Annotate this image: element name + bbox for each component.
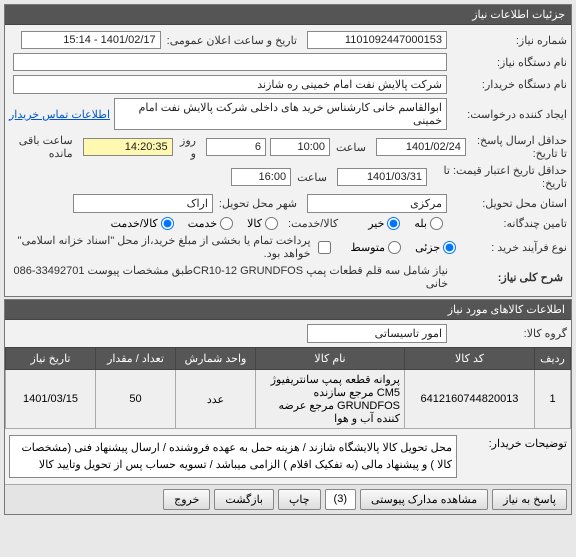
medium-text: متوسط [351, 241, 386, 254]
validity-label: حداقل تاریخ اعتبار قیمت: تا تاریخ: [427, 164, 567, 190]
buyer-label: نام دستگاه خریدار: [447, 78, 567, 91]
creator-value: ابوالقاسم خانی کارشناس خرید های داخلی شر… [114, 98, 447, 130]
need-desc-label: شرح کلی نیاز: [452, 267, 567, 288]
th-name: نام کالا [256, 348, 405, 370]
multi-no-radio[interactable] [387, 217, 400, 230]
city-value: اراک [73, 194, 213, 213]
goods-service-option[interactable]: کالا/خدمت [111, 217, 174, 230]
validity-date: 1401/03/31 [337, 168, 427, 186]
goods-service-label: کالا/خدمت: [282, 217, 368, 230]
multi-no-option[interactable]: خیر [368, 217, 400, 230]
cell-date: 1401/03/15 [6, 370, 96, 429]
need-number-value: 1101092447000153 [307, 31, 447, 49]
goods-service-radio[interactable] [161, 217, 174, 230]
payment-note-item[interactable]: پرداخت تمام یا بخشی از مبلغ خرید،از محل … [9, 234, 351, 260]
multi-supplier-label: تامین چندگانه: [447, 217, 567, 230]
attachments-button[interactable]: مشاهده مدارک پیوستی [360, 489, 488, 510]
buyer-notes-text: محل تحویل کالا پالایشگاه شازند / هزینه ح… [9, 435, 457, 478]
device-label: نام دستگاه نیاز: [447, 56, 567, 69]
deadline-label: حداقل ارسال پاسخ: تا تاریخ: [466, 134, 567, 160]
service-option[interactable]: خدمت [188, 217, 233, 230]
cell-idx: 1 [535, 370, 571, 429]
buy-process-label: نوع فرآیند خرید : [460, 241, 567, 254]
province-label: استان محل تحویل: [447, 197, 567, 210]
exit-button[interactable]: خروج [163, 489, 210, 510]
partial-radio[interactable] [443, 241, 456, 254]
yes-label: بله [414, 217, 427, 230]
city-label: شهر محل تحویل: [213, 197, 303, 210]
province-value: مرکزی [307, 194, 447, 213]
partial-text: جزئی [415, 241, 440, 254]
cell-qty: 50 [96, 370, 176, 429]
need-desc: نیاز شامل سه قلم قطعات پمپ CR10-12 GRUND… [9, 264, 452, 290]
announce-value: 1401/02/17 - 15:14 [21, 31, 161, 49]
back-button[interactable]: بازگشت [214, 489, 274, 510]
group-section-title: اطلاعات کالاهای مورد نیاز [5, 300, 571, 320]
th-code: کد کالا [405, 348, 535, 370]
items-table: ردیف کد کالا نام کالا واحد شمارش تعداد /… [5, 347, 571, 429]
group-value: امور تاسیساتی [307, 324, 447, 343]
buyer-notes-label: توضیحات خریدار: [457, 435, 567, 450]
service-text: خدمت [188, 217, 217, 230]
multi-yes-option[interactable]: بله [414, 217, 443, 230]
goods-option[interactable]: کالا [247, 217, 278, 230]
validity-time: 16:00 [231, 168, 291, 186]
validity-time-label: ساعت [291, 171, 333, 184]
th-date: تاریخ نیاز [6, 348, 96, 370]
multi-yes-radio[interactable] [430, 217, 443, 230]
time-remain: 14:20:35 [83, 138, 173, 156]
table-row: 1 6412160744820013 پروانه قطعه پمپ سانتر… [6, 370, 571, 429]
cell-name: پروانه قطعه پمپ سانتریفیوژ CM5 مرجع سازن… [256, 370, 405, 429]
payment-checkbox[interactable] [318, 241, 331, 254]
th-qty: تعداد / مقدار [96, 348, 176, 370]
service-radio[interactable] [220, 217, 233, 230]
group-label: گروه کالا: [447, 327, 567, 340]
print-button[interactable]: چاپ [278, 489, 321, 510]
deadline-time-label: ساعت [330, 141, 372, 154]
contact-link[interactable]: اطلاعات تماس خریدار [9, 108, 110, 121]
remain-label: ساعت باقی مانده [9, 134, 79, 160]
days-remain: 6 [206, 138, 266, 156]
days-label: روز و [173, 134, 202, 160]
goods-text: کالا [247, 217, 262, 230]
buyer-value: شرکت پالایش نفت امام خمینی ره شازند [13, 75, 447, 94]
medium-option[interactable]: متوسط [351, 241, 402, 254]
device-value [13, 53, 447, 71]
cell-code: 6412160744820013 [405, 370, 535, 429]
need-number-label: شماره نیاز: [447, 34, 567, 47]
th-unit: واحد شمارش [176, 348, 256, 370]
th-idx: ردیف [535, 348, 571, 370]
medium-radio[interactable] [388, 241, 401, 254]
no-label: خیر [368, 217, 384, 230]
deadline-date: 1401/02/24 [376, 138, 466, 156]
reply-button[interactable]: پاسخ به نیاز [492, 489, 567, 510]
attachments-count: (3) [325, 489, 356, 510]
payment-note: پرداخت تمام یا بخشی از مبلغ خرید،از محل … [9, 234, 315, 260]
goods-radio[interactable] [265, 217, 278, 230]
main-header: جزئیات اطلاعات نیاز [5, 5, 571, 25]
cell-unit: عدد [176, 370, 256, 429]
goods-service-text: کالا/خدمت [111, 217, 158, 230]
partial-option[interactable]: جزئی [415, 241, 456, 254]
deadline-time: 10:00 [270, 138, 330, 156]
announce-label: تاریخ و ساعت اعلان عمومی: [161, 34, 303, 47]
creator-label: ایجاد کننده درخواست: [447, 108, 567, 121]
